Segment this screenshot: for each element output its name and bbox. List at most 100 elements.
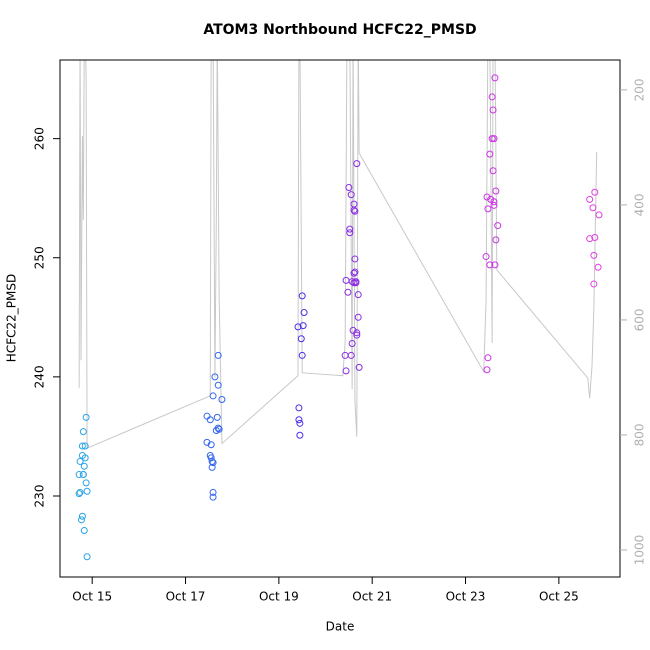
point: [348, 340, 356, 348]
point: [355, 363, 363, 371]
point: [591, 233, 599, 241]
point: [346, 229, 354, 237]
point: [351, 255, 359, 263]
point: [488, 93, 496, 101]
point: [75, 471, 83, 479]
x-tick-label: Oct 19: [259, 590, 299, 604]
point: [81, 454, 89, 462]
point: [491, 261, 499, 269]
point: [298, 292, 306, 300]
point: [297, 335, 305, 343]
y2-tick-label: 200: [633, 78, 647, 101]
point: [491, 74, 499, 82]
point: [76, 457, 84, 465]
point: [590, 251, 598, 259]
point: [590, 280, 598, 288]
point: [489, 106, 497, 114]
point: [492, 236, 500, 244]
point: [83, 553, 91, 561]
point: [353, 329, 361, 337]
point: [354, 291, 362, 299]
chart-title: ATOM3 Northbound HCFC22_PMSD: [203, 22, 476, 38]
x-axis-label: Date: [326, 620, 355, 634]
x-tick-label: Oct 23: [446, 590, 486, 604]
point: [594, 263, 602, 271]
point: [589, 204, 597, 212]
point: [354, 313, 362, 321]
point: [209, 488, 217, 496]
point: [351, 268, 359, 276]
point: [209, 392, 217, 400]
point: [494, 222, 502, 230]
point: [351, 207, 359, 215]
point: [76, 488, 84, 496]
y-axis-label: HCFC22_PMSD: [5, 274, 19, 362]
point: [484, 354, 492, 362]
point: [490, 198, 498, 206]
point: [295, 416, 303, 424]
point: [300, 309, 308, 317]
point: [482, 253, 490, 261]
point: [346, 225, 354, 233]
point: [486, 261, 494, 269]
point: [484, 205, 492, 213]
y2-tick-label: 600: [633, 308, 647, 331]
point: [208, 463, 216, 471]
point: [595, 211, 603, 219]
point: [207, 441, 215, 449]
y2-tick-label: 1000: [633, 535, 647, 566]
point: [586, 235, 594, 243]
x-tick-label: Oct 17: [166, 590, 206, 604]
y2-tick-label: 400: [633, 193, 647, 216]
point: [342, 367, 350, 375]
x-tick-label: Oct 25: [539, 590, 579, 604]
plot-area: [75, 60, 603, 561]
x-tick-label: Oct 21: [352, 590, 392, 604]
point: [79, 428, 87, 436]
point: [350, 269, 358, 277]
y-tick-label: 260: [33, 127, 47, 150]
point: [83, 487, 91, 495]
point: [586, 195, 594, 203]
point: [207, 454, 215, 462]
point: [490, 201, 498, 209]
point: [294, 323, 302, 331]
point: [81, 442, 89, 450]
point: [348, 278, 356, 286]
y-tick-label: 240: [33, 365, 47, 388]
point: [350, 206, 358, 214]
point: [212, 426, 220, 434]
point: [353, 160, 361, 168]
point: [78, 442, 86, 450]
point: [492, 187, 500, 195]
point: [299, 322, 307, 330]
point: [209, 493, 217, 501]
x-tick-label: Oct 15: [72, 590, 112, 604]
point: [214, 381, 222, 389]
point: [82, 479, 90, 487]
point: [344, 288, 352, 296]
point: [345, 183, 353, 191]
point: [350, 279, 358, 287]
plot-frame: [59, 59, 621, 578]
point: [75, 490, 83, 498]
point: [486, 150, 494, 158]
point: [347, 191, 355, 199]
point: [298, 351, 306, 359]
point: [295, 404, 303, 412]
point: [206, 416, 214, 424]
point: [82, 413, 90, 421]
point: [296, 431, 304, 439]
point: [489, 167, 497, 175]
y-tick-label: 250: [33, 246, 47, 269]
point: [483, 193, 491, 201]
point: [211, 373, 219, 381]
y-tick-label: 230: [33, 485, 47, 508]
point: [349, 326, 357, 334]
point: [488, 135, 496, 143]
point: [218, 396, 226, 404]
point: [591, 188, 599, 196]
point: [352, 279, 360, 287]
line: [78, 60, 598, 449]
